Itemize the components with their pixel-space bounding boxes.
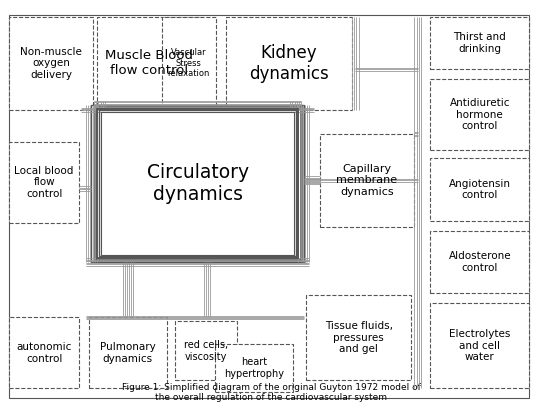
Bar (306, 295, 411, 380)
Bar (91, 105, 304, 262)
Bar (97, 17, 201, 110)
Text: Tissue fluids,
pressures
and gel: Tissue fluids, pressures and gel (325, 321, 393, 354)
Bar (430, 17, 529, 70)
Bar (215, 344, 293, 392)
Text: Vascular
Stress
relaxation: Vascular Stress relaxation (168, 48, 210, 78)
Text: Pulmonary
dynamics: Pulmonary dynamics (100, 342, 156, 364)
Bar (226, 17, 352, 110)
Text: heart
hypertrophy: heart hypertrophy (224, 357, 284, 379)
Bar (430, 79, 529, 150)
Bar (9, 317, 79, 388)
Text: Circulatory
dynamics: Circulatory dynamics (147, 163, 249, 204)
Text: Antidiuretic
hormone
control: Antidiuretic hormone control (450, 98, 510, 131)
Text: autonomic
control: autonomic control (16, 342, 72, 364)
Bar (97, 109, 298, 258)
Bar (9, 142, 79, 222)
Text: Figure 1: Simplified diagram of the original Guyton 1972 model of
the overall re: Figure 1: Simplified diagram of the orig… (122, 383, 421, 402)
Bar (99, 110, 296, 256)
Bar (101, 112, 294, 255)
Bar (89, 317, 167, 388)
Bar (94, 107, 300, 260)
Text: Thirst and
drinking: Thirst and drinking (453, 32, 506, 54)
Bar (430, 158, 529, 220)
Text: Non-muscle
oxygen
delivery: Non-muscle oxygen delivery (20, 47, 82, 80)
Bar (175, 321, 237, 380)
Bar (430, 303, 529, 388)
Text: Aldosterone
control: Aldosterone control (449, 251, 511, 273)
Bar (430, 231, 529, 293)
Text: Capillary
membrane
dynamics: Capillary membrane dynamics (336, 164, 397, 197)
Text: Angiotensin
control: Angiotensin control (449, 179, 511, 200)
Bar (320, 134, 414, 227)
Text: Local blood
flow
control: Local blood flow control (15, 166, 74, 199)
Bar (9, 17, 92, 110)
Text: Muscle Blood
flow control: Muscle Blood flow control (105, 49, 193, 77)
Text: Kidney
dynamics: Kidney dynamics (249, 44, 329, 83)
Text: Electrolytes
and cell
water: Electrolytes and cell water (449, 329, 510, 362)
Bar (162, 17, 216, 110)
Text: red cells,
viscosity: red cells, viscosity (184, 340, 228, 362)
